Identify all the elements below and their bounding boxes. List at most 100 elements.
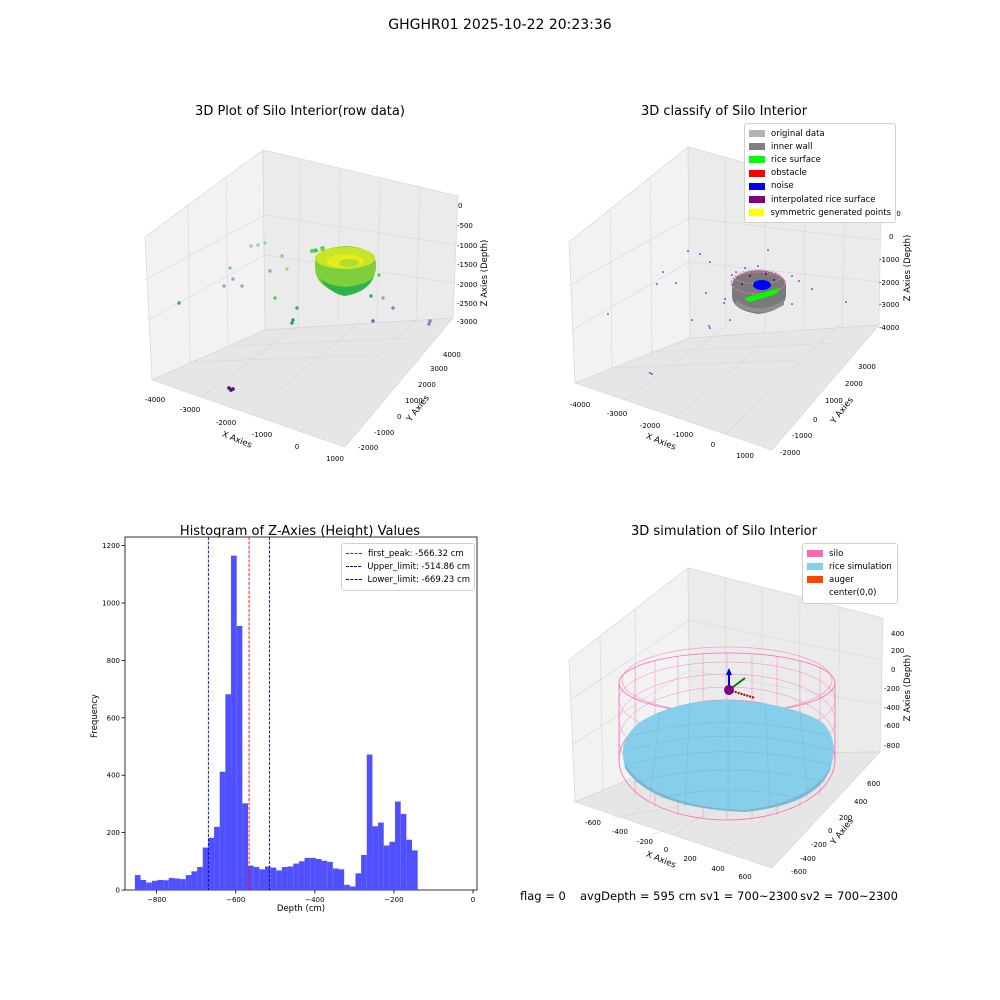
status-flag: flag = 0 (520, 889, 566, 903)
x-tick-label: 0 (471, 896, 475, 904)
raw-y-tick-2: 0 (397, 413, 401, 421)
histogram-bar (174, 878, 181, 890)
y-tick-label: 800 (107, 657, 120, 665)
histogram-bar (321, 860, 328, 890)
legend-label: inner wall (771, 141, 813, 152)
legend-item-auger: auger (807, 573, 893, 586)
histogram-bar (327, 861, 333, 890)
cls-z-axis-label: Z Axies (Depth) (903, 235, 913, 302)
legend-swatch (807, 590, 823, 597)
sim-x-tick-2: -200 (637, 838, 653, 846)
histogram-bar (219, 771, 226, 890)
histogram-bar (344, 884, 350, 890)
histogram-bar (338, 869, 345, 890)
histogram-bar (197, 867, 203, 890)
histogram-y-axis-label: Frequency (90, 694, 100, 738)
legend-label: rice simulation (829, 561, 892, 572)
sim-x-tick-5: 400 (711, 865, 724, 873)
legend-swatch (749, 209, 765, 217)
legend-item-center: center(0,0) (807, 587, 893, 600)
histogram-bar (236, 625, 243, 890)
raw-y-tick-1: -1000 (374, 429, 394, 437)
raw-x-tick-3: -1000 (252, 431, 272, 439)
legend-item-first-peak: first_peak: -566.32 cm (346, 547, 470, 560)
histogram-bar (259, 869, 265, 890)
histogram-bar (185, 875, 192, 890)
raw-y-tick-3: 1000 (405, 397, 423, 405)
sim-z-tick-3: -200 (884, 685, 900, 693)
raw-z-tick-3: -1500 (457, 261, 477, 269)
cls-x-tick-1: -3000 (607, 410, 627, 418)
histogram-x-axis-label: Depth (cm) (277, 904, 325, 914)
legend-label: interpolated rice surface (771, 194, 876, 205)
legend-item-rice-simulation: rice simulation (807, 560, 893, 573)
legend-item-symmetric-generated-points: symmetric generated points (749, 206, 891, 219)
legend-label: original data (771, 128, 825, 139)
histogram-bar (270, 867, 277, 890)
raw-z-tick-4: -2000 (457, 281, 477, 289)
raw-x-tick-0: -4000 (145, 396, 165, 404)
sim-x-tick-6: 600 (738, 873, 751, 880)
legend-swatch (807, 563, 823, 571)
y-tick-label: 1000 (102, 600, 120, 608)
histogram-bar (202, 847, 209, 890)
sim-y-tick-5: 400 (854, 798, 867, 806)
cls-x-tick-4: 0 (711, 441, 715, 449)
histogram-bar (168, 877, 175, 890)
legend-swatch (749, 182, 765, 190)
legend-item-rice-surface: rice surface (749, 153, 891, 166)
auger-marker (724, 668, 756, 699)
legend-label: Upper_limit: -514.86 cm (367, 561, 470, 572)
legend-item-inner-wall: inner wall (749, 140, 891, 153)
legend-label: obstacle (771, 168, 807, 179)
sim-x-axis-label: X Axies (644, 850, 677, 871)
histogram-bar (163, 880, 169, 890)
cls-z-tick-1: 0 (889, 233, 893, 241)
sim-y-tick-1: -400 (800, 855, 816, 863)
cls-y-tick-1: -1000 (792, 432, 812, 440)
sim-z-tick-5: -600 (884, 722, 900, 730)
raw-x-tick-2: -2000 (216, 419, 236, 427)
classify-legend: original data inner wall rice surface ob… (744, 123, 896, 224)
sim-y-tick-2: -200 (811, 841, 827, 849)
cls-y-tick-2: 0 (813, 416, 817, 424)
classify-noise-points (607, 249, 847, 375)
legend-label: center(0,0) (829, 588, 877, 599)
histogram-bar (406, 839, 413, 890)
raw-z-tick-6: -3000 (457, 318, 477, 326)
y-tick-label: 0 (116, 887, 120, 895)
legend-item-silo: silo (807, 547, 893, 560)
raw-y-tick-4: 2000 (418, 381, 436, 389)
histogram-bar (366, 754, 373, 890)
legend-label: Lower_limit: -669.23 cm (367, 574, 470, 585)
legend-label: symmetric generated points (770, 207, 891, 218)
classify-silo-cluster (730, 269, 786, 314)
histogram-bar (208, 837, 215, 890)
legend-label: noise (771, 181, 794, 192)
sim-y-tick-6: 600 (867, 780, 880, 788)
legend-item-original-data: original data (749, 127, 891, 140)
subplot-title-simulation: 3D simulation of Silo Interior (631, 524, 817, 539)
sim-y-tick-3: 0 (828, 827, 832, 835)
raw-z-tick-1: -500 (457, 222, 473, 230)
y-tick-label: 600 (107, 714, 120, 722)
classify-3d-points (607, 249, 847, 375)
raw-3d-plot: -4000 -3000 -2000 -1000 0 1000 -2000 -10… (144, 149, 490, 463)
histogram-bar (157, 879, 164, 890)
histogram-legend: first_peak: -566.32 cm Upper_limit: -514… (341, 543, 475, 591)
sim-z-tick-6: -800 (884, 742, 900, 750)
cls-z-tick-2: -1000 (879, 256, 899, 264)
sim-x-tick-0: -600 (585, 819, 601, 827)
cls-x-tick-2: -2000 (640, 422, 660, 430)
legend-label: silo (829, 548, 844, 559)
legend-swatch (749, 169, 765, 177)
sim-x-tick-4: 200 (683, 855, 696, 863)
histogram-bar (276, 870, 282, 890)
legend-swatch (749, 143, 765, 151)
y-tick-label: 1200 (102, 542, 120, 550)
x-tick-label: −400 (305, 896, 324, 904)
histogram-bar (287, 866, 294, 890)
status-sv1: sv1 = 700~2300 (700, 889, 798, 903)
figure-title: GHGHR01 2025-10-22 20:23:36 (388, 17, 612, 33)
sim-z-tick-1: 200 (891, 647, 904, 655)
